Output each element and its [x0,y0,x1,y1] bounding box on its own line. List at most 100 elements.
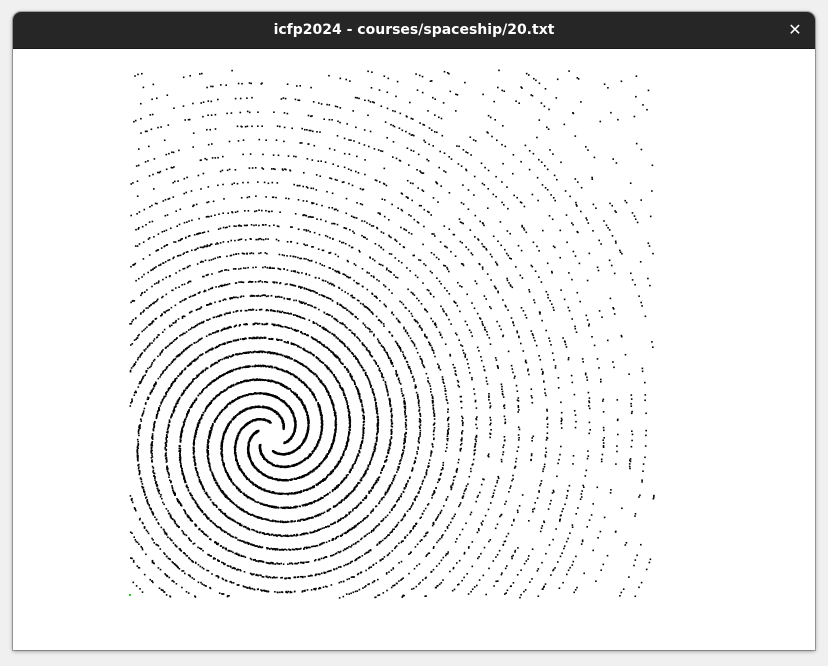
spiral-dot [338,359,341,362]
spiral-dot [160,247,163,249]
spiral-dot [530,388,533,390]
spiral-dot [549,340,551,342]
spiral-dot [454,513,456,516]
spiral-dot [217,414,220,417]
spiral-dot [175,319,177,322]
spiral-dot [362,428,364,431]
spiral-dot [367,378,370,380]
spiral-dot [287,507,290,509]
spiral-dot [276,296,279,298]
spiral-dot [357,481,359,484]
spiral-dot [141,413,144,416]
spiral-dot [376,433,378,436]
spiral-dot [158,523,160,525]
spiral-dot [130,498,133,501]
spiral-dot [196,425,199,427]
spiral-dot [140,480,143,483]
spiral-dot [269,407,272,410]
spiral-dot [358,449,360,452]
spiral-dot [592,230,594,232]
spiral-dot [346,368,348,371]
spiral-dot [366,375,368,377]
spiral-dot [149,392,152,394]
spiral-dot [324,346,327,348]
spiral-dot [442,534,444,536]
spiral-dot [166,575,169,578]
spiral-dot [528,555,530,557]
spiral-dot [169,537,171,540]
spiral-dot [197,581,200,584]
spiral-dot [595,580,597,582]
spiral-dot [412,292,414,295]
spiral-dot [303,439,305,442]
spiral-dot [523,562,526,565]
spiral-dot [387,553,390,556]
spiral-dot [423,208,426,211]
spiral-dot [176,545,178,548]
spiral-dot [550,344,552,346]
spiral-dot [530,395,533,397]
spiral-dot [615,530,617,533]
spiral-dot [245,224,247,227]
spiral-dot [350,576,353,578]
spiral-dot [540,527,543,529]
spiral-dot [500,573,503,576]
title-bar[interactable]: icfp2024 - courses/spaceship/20.txt ✕ [13,12,815,49]
spiral-dot [240,125,242,128]
spiral-dot [213,477,215,479]
spiral-dot [235,225,237,227]
spiral-dot [136,456,139,459]
spiral-dot [222,408,225,411]
spiral-dot [416,169,418,171]
spiral-dot [272,505,274,508]
spiral-dot [447,418,449,420]
spiral-dot [142,412,145,414]
spiral-dot [331,523,333,525]
spiral-dot [133,264,135,266]
spiral-dot [272,323,274,326]
spiral-dot [247,528,249,530]
spiral-dot [303,533,305,536]
spiral-dot [140,418,142,421]
spiral-dot [374,442,377,445]
spiral-dot [351,377,353,380]
spiral-dot [132,365,134,368]
spiral-dot [513,520,515,522]
spiral-dot [274,591,276,593]
spiral-dot [304,128,306,131]
spiral-dot [528,168,531,171]
close-icon[interactable]: ✕ [788,20,802,39]
spiral-dot [469,372,471,374]
spiral-dot [207,143,210,146]
spiral-dot [147,532,150,535]
spiral-dot [240,491,242,493]
spiral-dot [380,246,382,249]
spiral-dot [386,91,389,94]
spiral-dot [247,210,250,212]
spiral-dot [209,432,211,434]
spiral-dot [420,516,422,519]
spiral-dot [253,379,256,382]
spiral-dot [170,539,172,541]
spiral-dot [474,214,477,217]
spiral-dot [194,466,197,469]
spiral-dot [204,492,207,495]
spiral-dot [210,402,212,404]
spiral-dot [464,355,466,357]
spiral-dot [544,392,546,394]
spiral-dot [261,209,263,212]
spiral-dot [461,431,463,434]
spiral-dot [249,407,251,409]
spiral-dot [201,485,204,487]
spiral-dot [576,586,578,589]
spiral-dot [163,328,166,331]
spiral-dot [292,415,295,418]
spiral-dot [388,552,391,554]
spiral-dot [211,472,214,475]
spiral-dot [520,160,522,163]
spiral-dot [424,507,427,510]
spiral-dot [423,510,425,512]
spiral-dot [361,268,364,270]
spiral-dot [377,365,379,367]
spiral-dot [301,401,304,404]
